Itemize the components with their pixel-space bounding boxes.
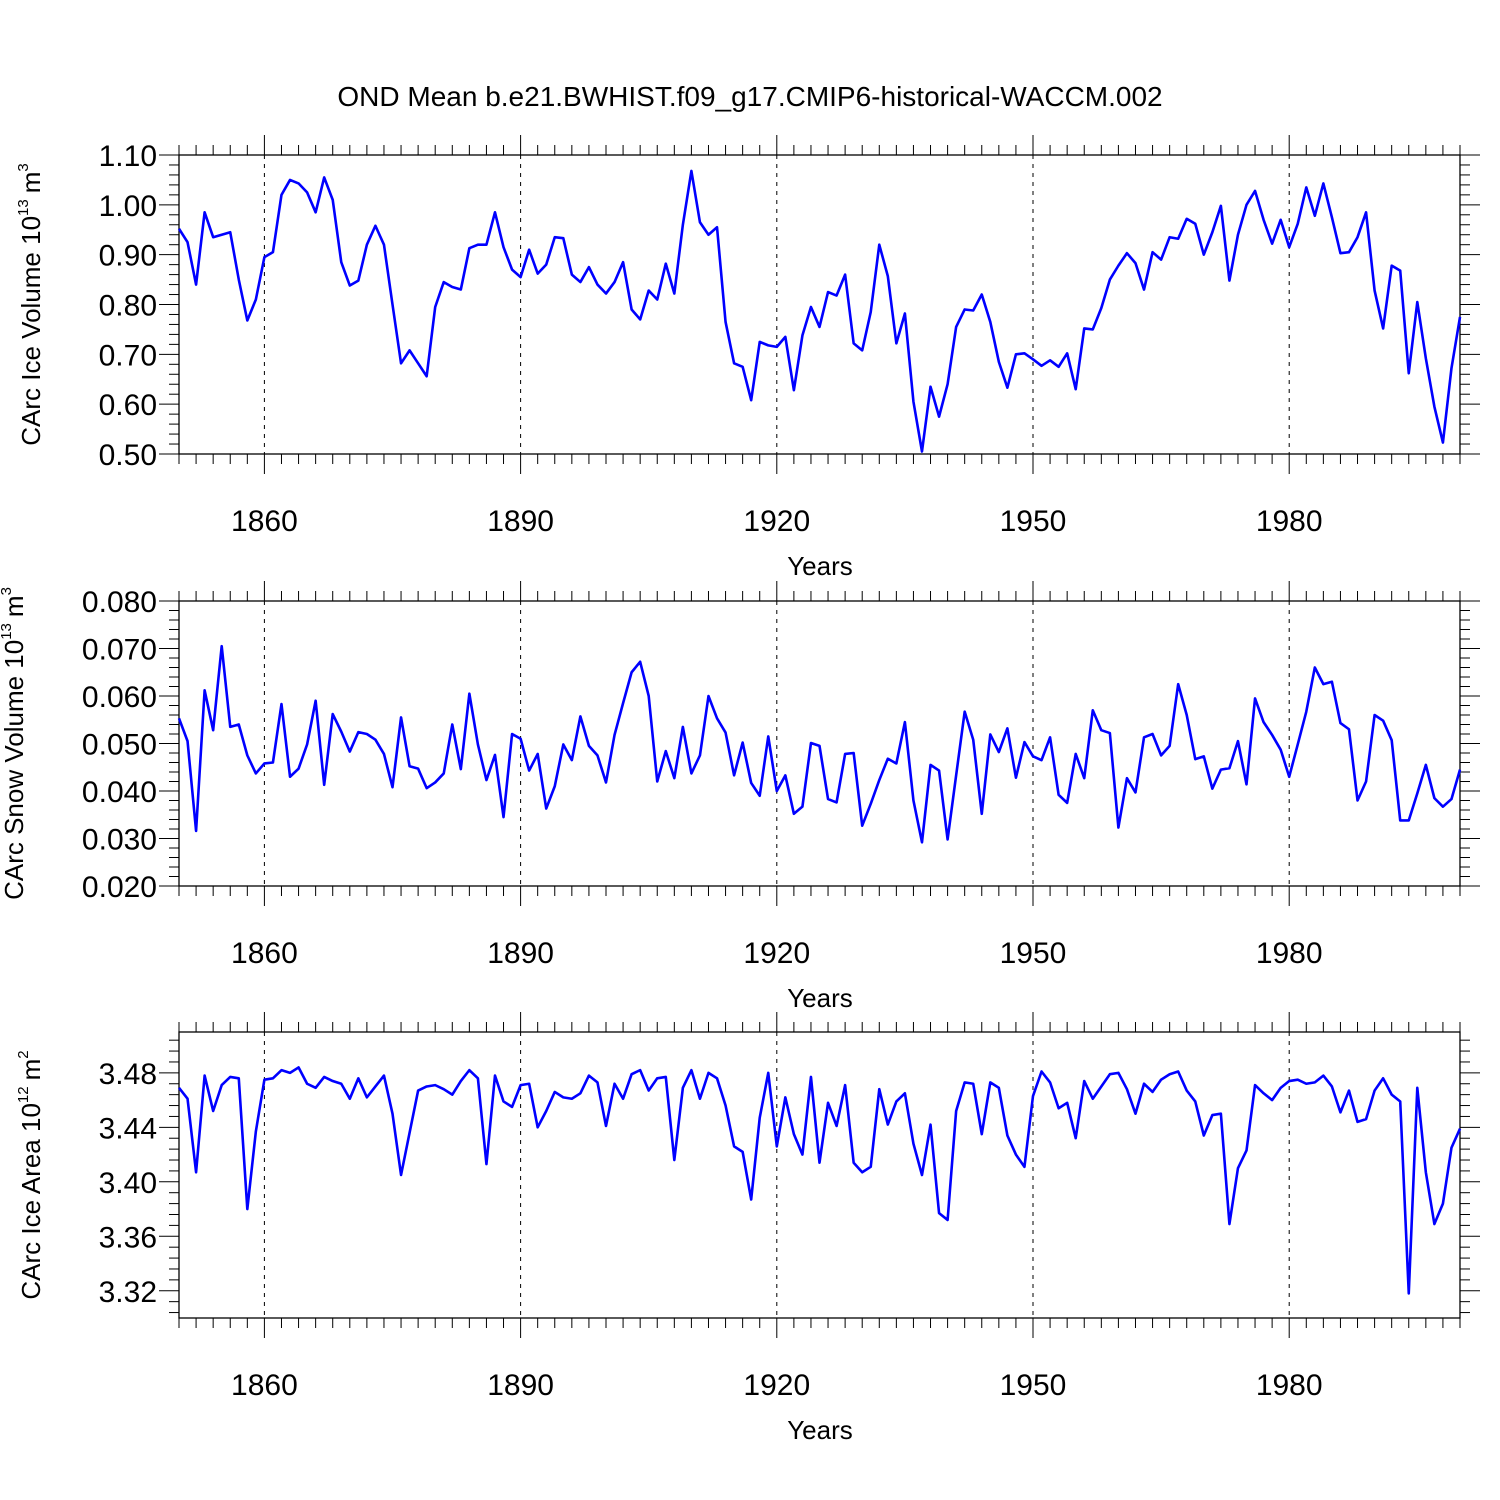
- plot-frame: [178, 1031, 1461, 1319]
- y-tick-label: 3.44: [99, 1112, 157, 1145]
- x-tick-label: 1950: [1000, 505, 1067, 538]
- y-axis-title: CArc Ice Area 1012 m2: [15, 1050, 46, 1299]
- x-tick-label: 1860: [231, 1369, 298, 1402]
- y-axis-title-unit-exponent: 3: [0, 587, 15, 595]
- x-tick-label: 1950: [1000, 937, 1067, 970]
- y-tick-label: 0.60: [99, 389, 157, 422]
- panel-ice-area: 1860 1890 1920 1950 1980 3.32 3.36 3.40 3.44 3.48…: [15, 1012, 1480, 1445]
- y-axis-title-exponent: 13: [0, 623, 15, 640]
- y-tick-label: 0.80: [99, 290, 157, 323]
- y-axis-title-base: CArc Ice Area 10: [16, 1103, 46, 1300]
- y-tick-label: 3.36: [99, 1221, 157, 1254]
- x-tick-label: 1920: [743, 937, 810, 970]
- y-tick-label: 1.00: [99, 190, 157, 223]
- y-tick-label: 0.070: [82, 634, 157, 667]
- series-line-snow-volume: [177, 644, 1462, 844]
- y-tick-label: 0.020: [82, 871, 157, 904]
- x-tick-label: 1890: [487, 505, 554, 538]
- chart-title: OND Mean b.e21.BWHIST.f09_g17.CMIP6-hist…: [337, 81, 1162, 112]
- plot-frame: [178, 600, 1461, 887]
- y-tick-label: 3.32: [99, 1276, 157, 1309]
- x-axis-title: Years: [787, 1415, 853, 1445]
- x-tick-label: 1890: [487, 937, 554, 970]
- y-axis-title-unit-exponent: 2: [15, 1050, 32, 1058]
- y-tick-label: 3.48: [99, 1058, 157, 1091]
- y-axis-title-exponent: 12: [15, 1086, 32, 1103]
- y-tick-label: 0.70: [99, 339, 157, 372]
- x-tick-label: 1860: [231, 505, 298, 538]
- y-tick-label: 0.050: [82, 729, 157, 762]
- y-tick-label: 0.080: [82, 586, 157, 619]
- y-tick-label: 0.90: [99, 240, 157, 273]
- y-tick-label: 0.040: [82, 776, 157, 809]
- x-tick-label: 1920: [743, 505, 810, 538]
- x-tick-label: 1980: [1256, 1369, 1323, 1402]
- panel-snow-volume: 1860 1890 1920 1950 1980 0.020 0.030 0.040 0.050…: [0, 581, 1480, 1013]
- series-line-ice-area: [177, 1066, 1462, 1295]
- x-axis-title: Years: [787, 551, 853, 581]
- y-tick-label: 0.060: [82, 681, 157, 714]
- y-tick-label: 0.030: [82, 824, 157, 857]
- x-tick-label: 1950: [1000, 1369, 1067, 1402]
- plot-frame: [178, 154, 1461, 455]
- y-axis-title-unit: m: [16, 172, 46, 194]
- x-tick-label: 1980: [1256, 505, 1323, 538]
- x-tick-label: 1860: [231, 937, 298, 970]
- y-axis-title-unit: m: [16, 1059, 46, 1081]
- x-tick-label: 1920: [743, 1369, 810, 1402]
- x-tick-label: 1890: [487, 1369, 554, 1402]
- y-tick-label: 3.40: [99, 1167, 157, 1200]
- y-axis-title-base: CArc Ice Volume 10: [16, 216, 46, 446]
- y-tick-label: 0.50: [99, 439, 157, 472]
- x-axis-title: Years: [787, 983, 853, 1013]
- x-tick-label: 1980: [1256, 937, 1323, 970]
- panel-ice-volume: 1860 1890 1920 1950 1980 0.50 0.60 0.70 0.80 0.90…: [15, 135, 1480, 581]
- y-axis-title-unit-exponent: 3: [15, 163, 32, 171]
- y-axis-title-exponent: 13: [15, 199, 32, 216]
- series-line-ice-volume: [177, 169, 1462, 453]
- y-axis-title-unit: m: [0, 595, 29, 617]
- chart-panels: 1860 1890 1920 1950 1980 0.50 0.60 0.70 0.80 0.90…: [0, 135, 1480, 1445]
- y-axis-title-base: CArc Snow Volume 10: [0, 640, 29, 900]
- y-tick-label: 1.10: [99, 140, 157, 173]
- y-axis-title: CArc Snow Volume 1013 m3: [0, 587, 29, 900]
- y-axis-title: CArc Ice Volume 1013 m3: [15, 163, 46, 445]
